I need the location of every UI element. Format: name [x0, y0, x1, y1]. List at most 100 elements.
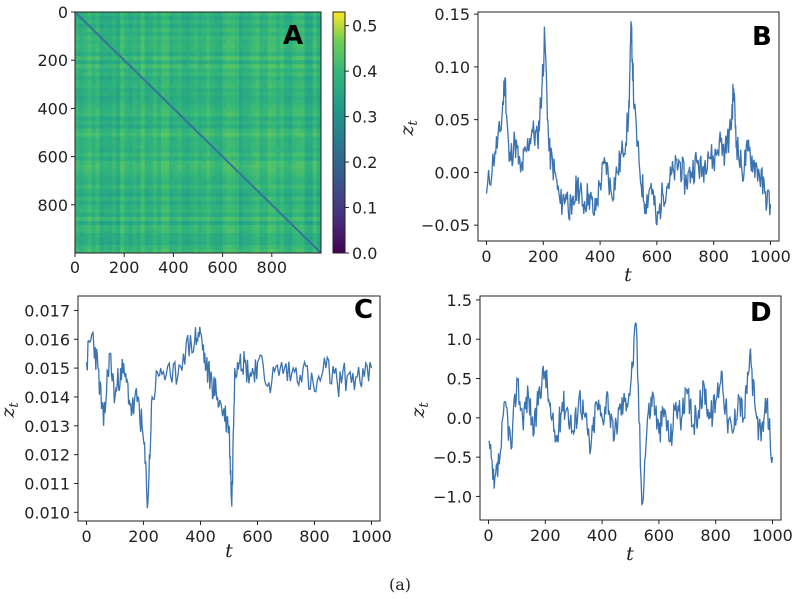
heatmap-cell [202, 180, 207, 186]
heatmap-cell [144, 168, 150, 174]
heatmap-cell [132, 132, 138, 138]
heatmap-cell [148, 172, 154, 178]
heatmap-cell [210, 28, 215, 33]
heatmap-cell [267, 44, 273, 49]
heatmap-cell [259, 224, 265, 230]
heatmap-cell [300, 96, 306, 101]
heatmap-cell [75, 172, 80, 178]
heatmap-cell [239, 76, 244, 81]
heatmap-cell [316, 104, 321, 109]
heatmap-cell [234, 176, 240, 182]
heatmap-cell [271, 140, 277, 146]
heatmap-cell [181, 124, 187, 130]
heatmap-cell [91, 212, 97, 218]
heatmap-cell [103, 84, 109, 89]
heatmap-cell [165, 36, 170, 41]
heatmap-cell [280, 56, 285, 61]
heatmap-cell [193, 160, 199, 166]
heatmap-cell [165, 64, 170, 69]
heatmap-cell [83, 112, 88, 118]
heatmap-cell [161, 180, 166, 186]
heatmap-cell [83, 228, 88, 234]
heatmap-cell [189, 212, 195, 218]
heatmap-cell [120, 160, 125, 166]
heatmap-cell [95, 172, 101, 178]
heatmap-cell [165, 216, 170, 222]
heatmap-cell [99, 220, 105, 226]
heatmap-cell [79, 56, 84, 61]
heatmap-cell [193, 180, 199, 186]
heatmap-cell [124, 220, 129, 226]
heatmap-cell [107, 244, 113, 250]
heatmap-cell [292, 84, 297, 89]
heatmap-cell [193, 184, 199, 190]
heatmap-cell [124, 44, 129, 49]
heatmap-cell [247, 192, 252, 198]
heatmap-cell [79, 136, 84, 142]
heatmap-cell [161, 184, 166, 190]
heatmap-cell [169, 116, 174, 122]
heatmap-cell [226, 168, 232, 174]
heatmap-cell [79, 60, 84, 65]
heatmap-cell [95, 16, 101, 21]
heatmap-cell [161, 188, 166, 194]
heatmap-cell [206, 184, 211, 190]
heatmap-cell [218, 56, 224, 61]
heatmap-cell [107, 160, 113, 166]
heatmap-cell [312, 144, 318, 150]
heatmap-cell [251, 12, 256, 17]
heatmap-cell [181, 176, 187, 182]
heatmap-cell [230, 248, 236, 253]
heatmap-cell [173, 148, 179, 154]
heatmap-cell [107, 188, 113, 194]
heatmap-cell [251, 56, 256, 61]
heatmap-cell [140, 108, 146, 114]
heatmap-cell [259, 80, 265, 85]
heatmap-cell [226, 56, 232, 61]
heatmap-cell [103, 24, 109, 29]
heatmap-cell [300, 208, 306, 214]
heatmap-cell [91, 152, 97, 158]
heatmap-cell [263, 36, 269, 41]
heatmap-cell [79, 132, 84, 138]
heatmap-cell [308, 204, 314, 210]
heatmap-cell [144, 188, 150, 194]
heatmap-cell [312, 180, 318, 186]
heatmap-cell [83, 84, 88, 89]
heatmap-cell [210, 76, 215, 81]
heatmap-cell [83, 168, 88, 174]
heatmap-cell [144, 212, 150, 218]
heatmap-cell [87, 124, 92, 130]
heatmap-cell [255, 84, 261, 89]
heatmap-cell [312, 184, 318, 190]
heatmap-cell [243, 228, 248, 234]
heatmap-cell [255, 76, 261, 81]
heatmap-cell [234, 212, 240, 218]
heatmap-cell [210, 232, 215, 238]
heatmap-cell [206, 160, 211, 166]
heatmap-cell [247, 128, 252, 134]
heatmap-cell [296, 88, 302, 93]
heatmap-cell [214, 220, 220, 226]
heatmap-cell [185, 12, 191, 17]
heatmap-cell [198, 148, 203, 154]
heatmap-cell [243, 20, 248, 25]
heatmap-cell [312, 200, 318, 206]
heatmap-cell [83, 208, 88, 214]
heatmap-cell [251, 220, 256, 226]
heatmap-cell [226, 180, 232, 186]
heatmap-cell [103, 20, 109, 25]
heatmap-cell [181, 216, 187, 222]
heatmap-cell [198, 44, 203, 49]
heatmap-cell [280, 244, 285, 250]
heatmap-cell [312, 136, 318, 142]
heatmap-cell [280, 180, 285, 186]
heatmap-cell [288, 180, 293, 186]
heatmap-cell [198, 136, 203, 142]
heatmap-cell [189, 172, 195, 178]
heatmap-cell [140, 220, 146, 226]
heatmap-cell [263, 100, 269, 105]
heatmap-cell [280, 188, 285, 194]
heatmap-cell [111, 180, 117, 186]
heatmap-cell [95, 232, 101, 238]
